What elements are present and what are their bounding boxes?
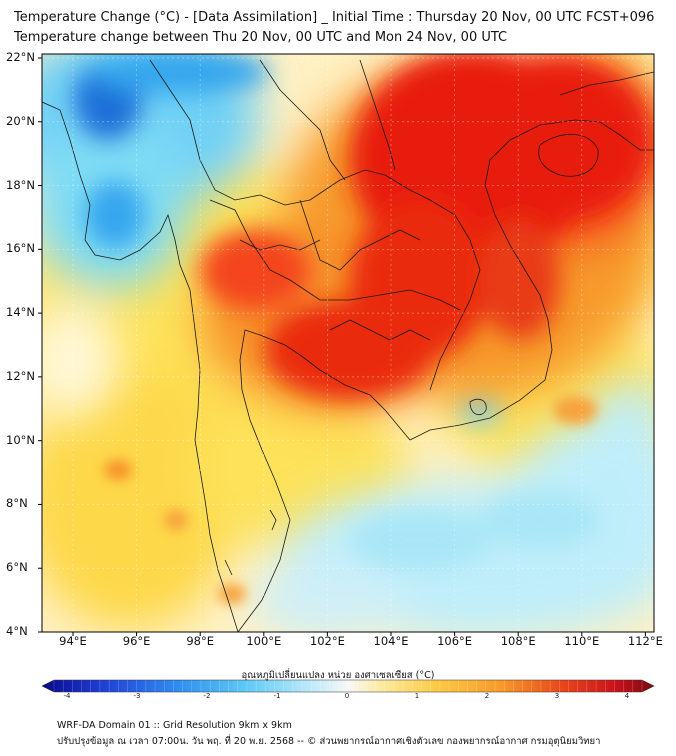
lon-label: 98°E <box>186 634 215 648</box>
lon-label: 106°E <box>437 634 473 648</box>
map-title: Temperature Change (°C) - [Data Assimila… <box>14 10 655 25</box>
lon-label: 96°E <box>122 634 151 648</box>
lat-label: 14°N <box>6 305 35 320</box>
lat-label: 10°N <box>6 432 35 447</box>
map-subtitle: Temperature change between Thu 20 Nov, 0… <box>14 30 508 45</box>
lon-label: 112°E <box>627 634 663 648</box>
colorbar-gradient <box>41 679 655 693</box>
lat-label: 4°N <box>6 624 28 638</box>
lon-label: 102°E <box>309 634 345 648</box>
lat-label: 16°N <box>6 241 35 256</box>
lon-label: 104°E <box>373 634 409 648</box>
lat-label: 12°N <box>6 368 35 383</box>
lat-label: 8°N <box>6 496 28 511</box>
colorbar-tick-label: 4 <box>624 692 630 700</box>
colorbar-tick-label: 3 <box>554 692 560 700</box>
colorbar-tick-label: 0 <box>344 692 350 700</box>
colorbar-tick-label: 2 <box>484 692 490 700</box>
colorbar-title: อุณหภูมิเปลี่ยนแปลง หน่วย องศาเซลเซียส (… <box>241 670 435 681</box>
footer-update-info: ปรับปรุงข้อมูล ณ เวลา 07:00น. วัน พฤ. ที… <box>57 736 601 747</box>
axis-ticks <box>38 57 646 636</box>
lon-label: 110°E <box>564 634 600 648</box>
colorbar-segments <box>53 680 643 692</box>
lat-label: 6°N <box>6 560 28 575</box>
colorbar-tick-label: 1 <box>414 692 420 700</box>
colorbar-tick-label: -3 <box>133 692 141 700</box>
lat-label: 20°N <box>6 113 35 128</box>
lon-label: 100°E <box>246 634 282 648</box>
lon-label: 108°E <box>500 634 536 648</box>
footer-model-info: WRF-DA Domain 01 :: Grid Resolution 9km … <box>57 720 292 731</box>
coastlines-borders <box>42 59 654 632</box>
colorbar <box>41 679 655 693</box>
colorbar-tick-label: -2 <box>203 692 211 700</box>
lon-label: 94°E <box>59 634 87 648</box>
lat-label: 22°N <box>6 50 35 64</box>
colorbar-tick-label: -4 <box>63 692 71 700</box>
map-frame <box>41 53 655 633</box>
gridlines <box>42 54 654 633</box>
lat-label: 18°N <box>6 177 35 192</box>
temperature-field <box>42 54 654 632</box>
colorbar-tick-label: -1 <box>273 692 281 700</box>
